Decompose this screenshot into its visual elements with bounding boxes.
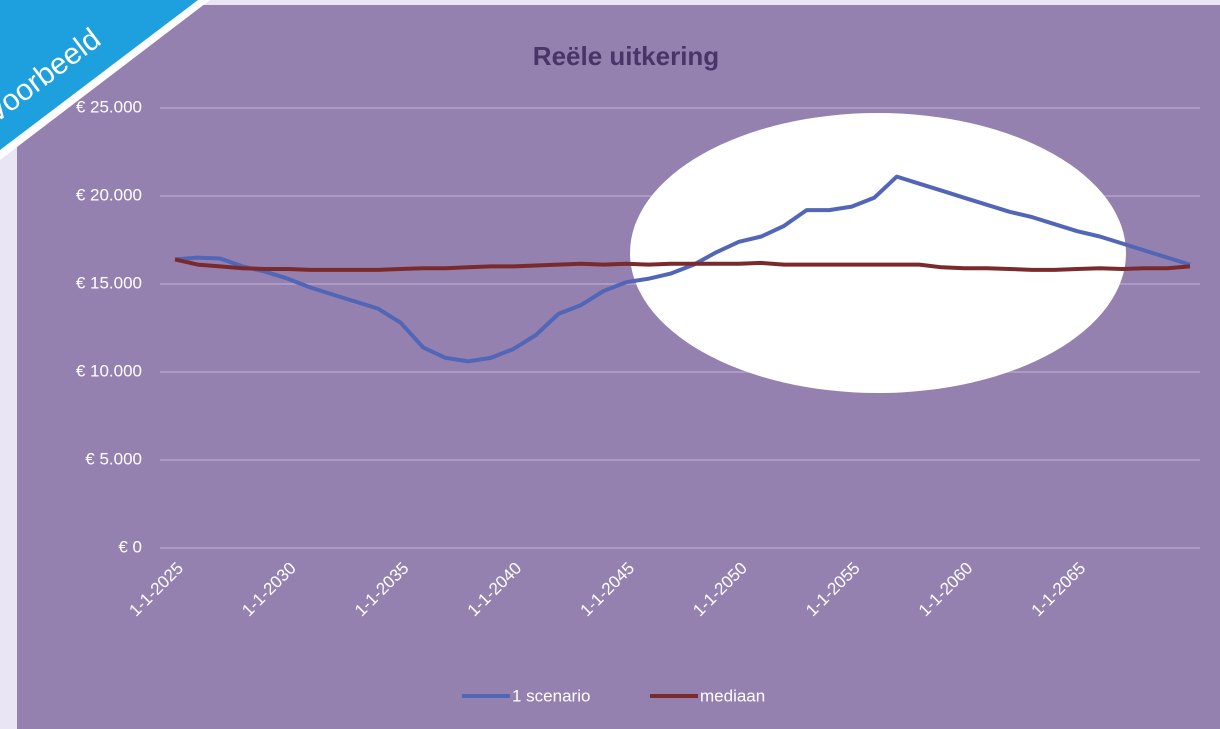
legend-label: mediaan: [700, 686, 765, 705]
chart-title: Reële uitkering: [533, 41, 719, 71]
chart-area: [17, 5, 1220, 729]
y-tick-label: € 5.000: [85, 449, 142, 468]
legend-label: 1 scenario: [512, 686, 590, 705]
y-tick-label: € 15.000: [76, 273, 142, 292]
y-tick-label: € 20.000: [76, 185, 142, 204]
series-line: [174, 257, 1191, 272]
y-tick-label: € 25.000: [76, 97, 142, 116]
y-tick-label: € 0: [118, 537, 142, 556]
banner: [0, 0, 198, 150]
highlight: [630, 113, 1126, 393]
series-line: [174, 174, 1191, 364]
y-tick-label: € 10.000: [76, 361, 142, 380]
